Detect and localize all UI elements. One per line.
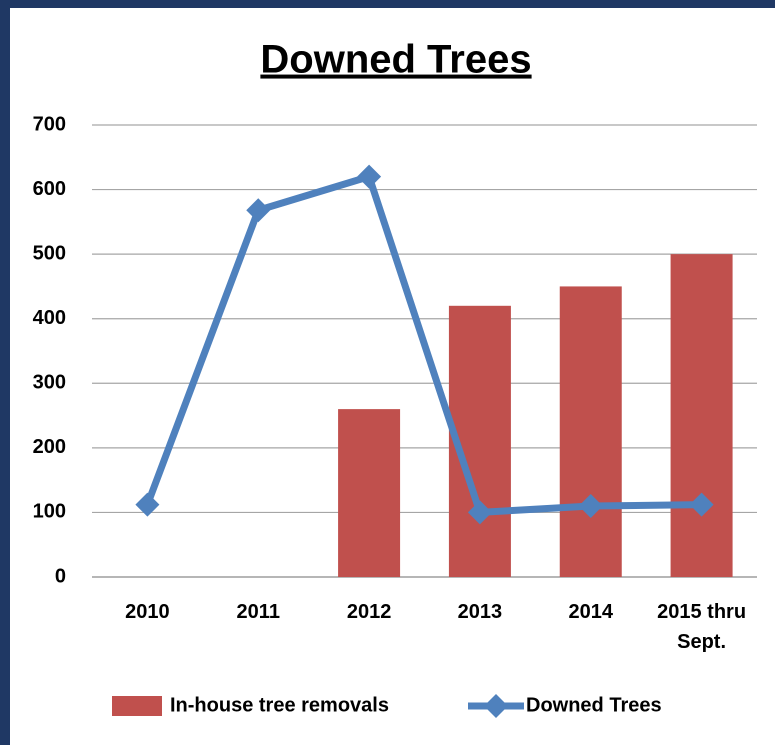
marker: [246, 198, 271, 223]
marker: [578, 493, 603, 518]
chart-title: Downed Trees: [260, 38, 531, 82]
y-tick-label: 0: [55, 565, 66, 587]
frame: [10, 8, 775, 745]
marker: [357, 164, 382, 189]
marker: [467, 500, 492, 525]
legend-label: In-house tree removals: [170, 694, 389, 716]
y-tick-label: 500: [33, 242, 66, 264]
legend-label: Downed Trees: [526, 694, 662, 716]
y-tick-label: 300: [33, 372, 66, 394]
x-tick-label: 2011: [236, 601, 280, 623]
x-tick-label: 2014: [568, 601, 614, 623]
bar: [670, 254, 733, 577]
x-tick-label: 2013: [457, 601, 503, 623]
marker: [689, 492, 714, 517]
y-tick-label: 600: [33, 178, 66, 200]
x-tick-label: 2010: [125, 601, 170, 623]
x-tick-label: 2012: [346, 601, 392, 623]
y-tick-label: 700: [33, 113, 66, 135]
bar: [559, 286, 622, 577]
y-tick-label: 400: [33, 307, 66, 329]
legend-marker: [484, 694, 508, 718]
y-tick-label: 100: [33, 501, 66, 523]
y-tick-label: 200: [33, 436, 66, 458]
legend-swatch: [112, 696, 162, 716]
marker: [135, 492, 160, 517]
x-tick-label: 2015 thru Sept.: [657, 601, 747, 653]
line: [144, 173, 702, 516]
bar: [338, 409, 401, 577]
